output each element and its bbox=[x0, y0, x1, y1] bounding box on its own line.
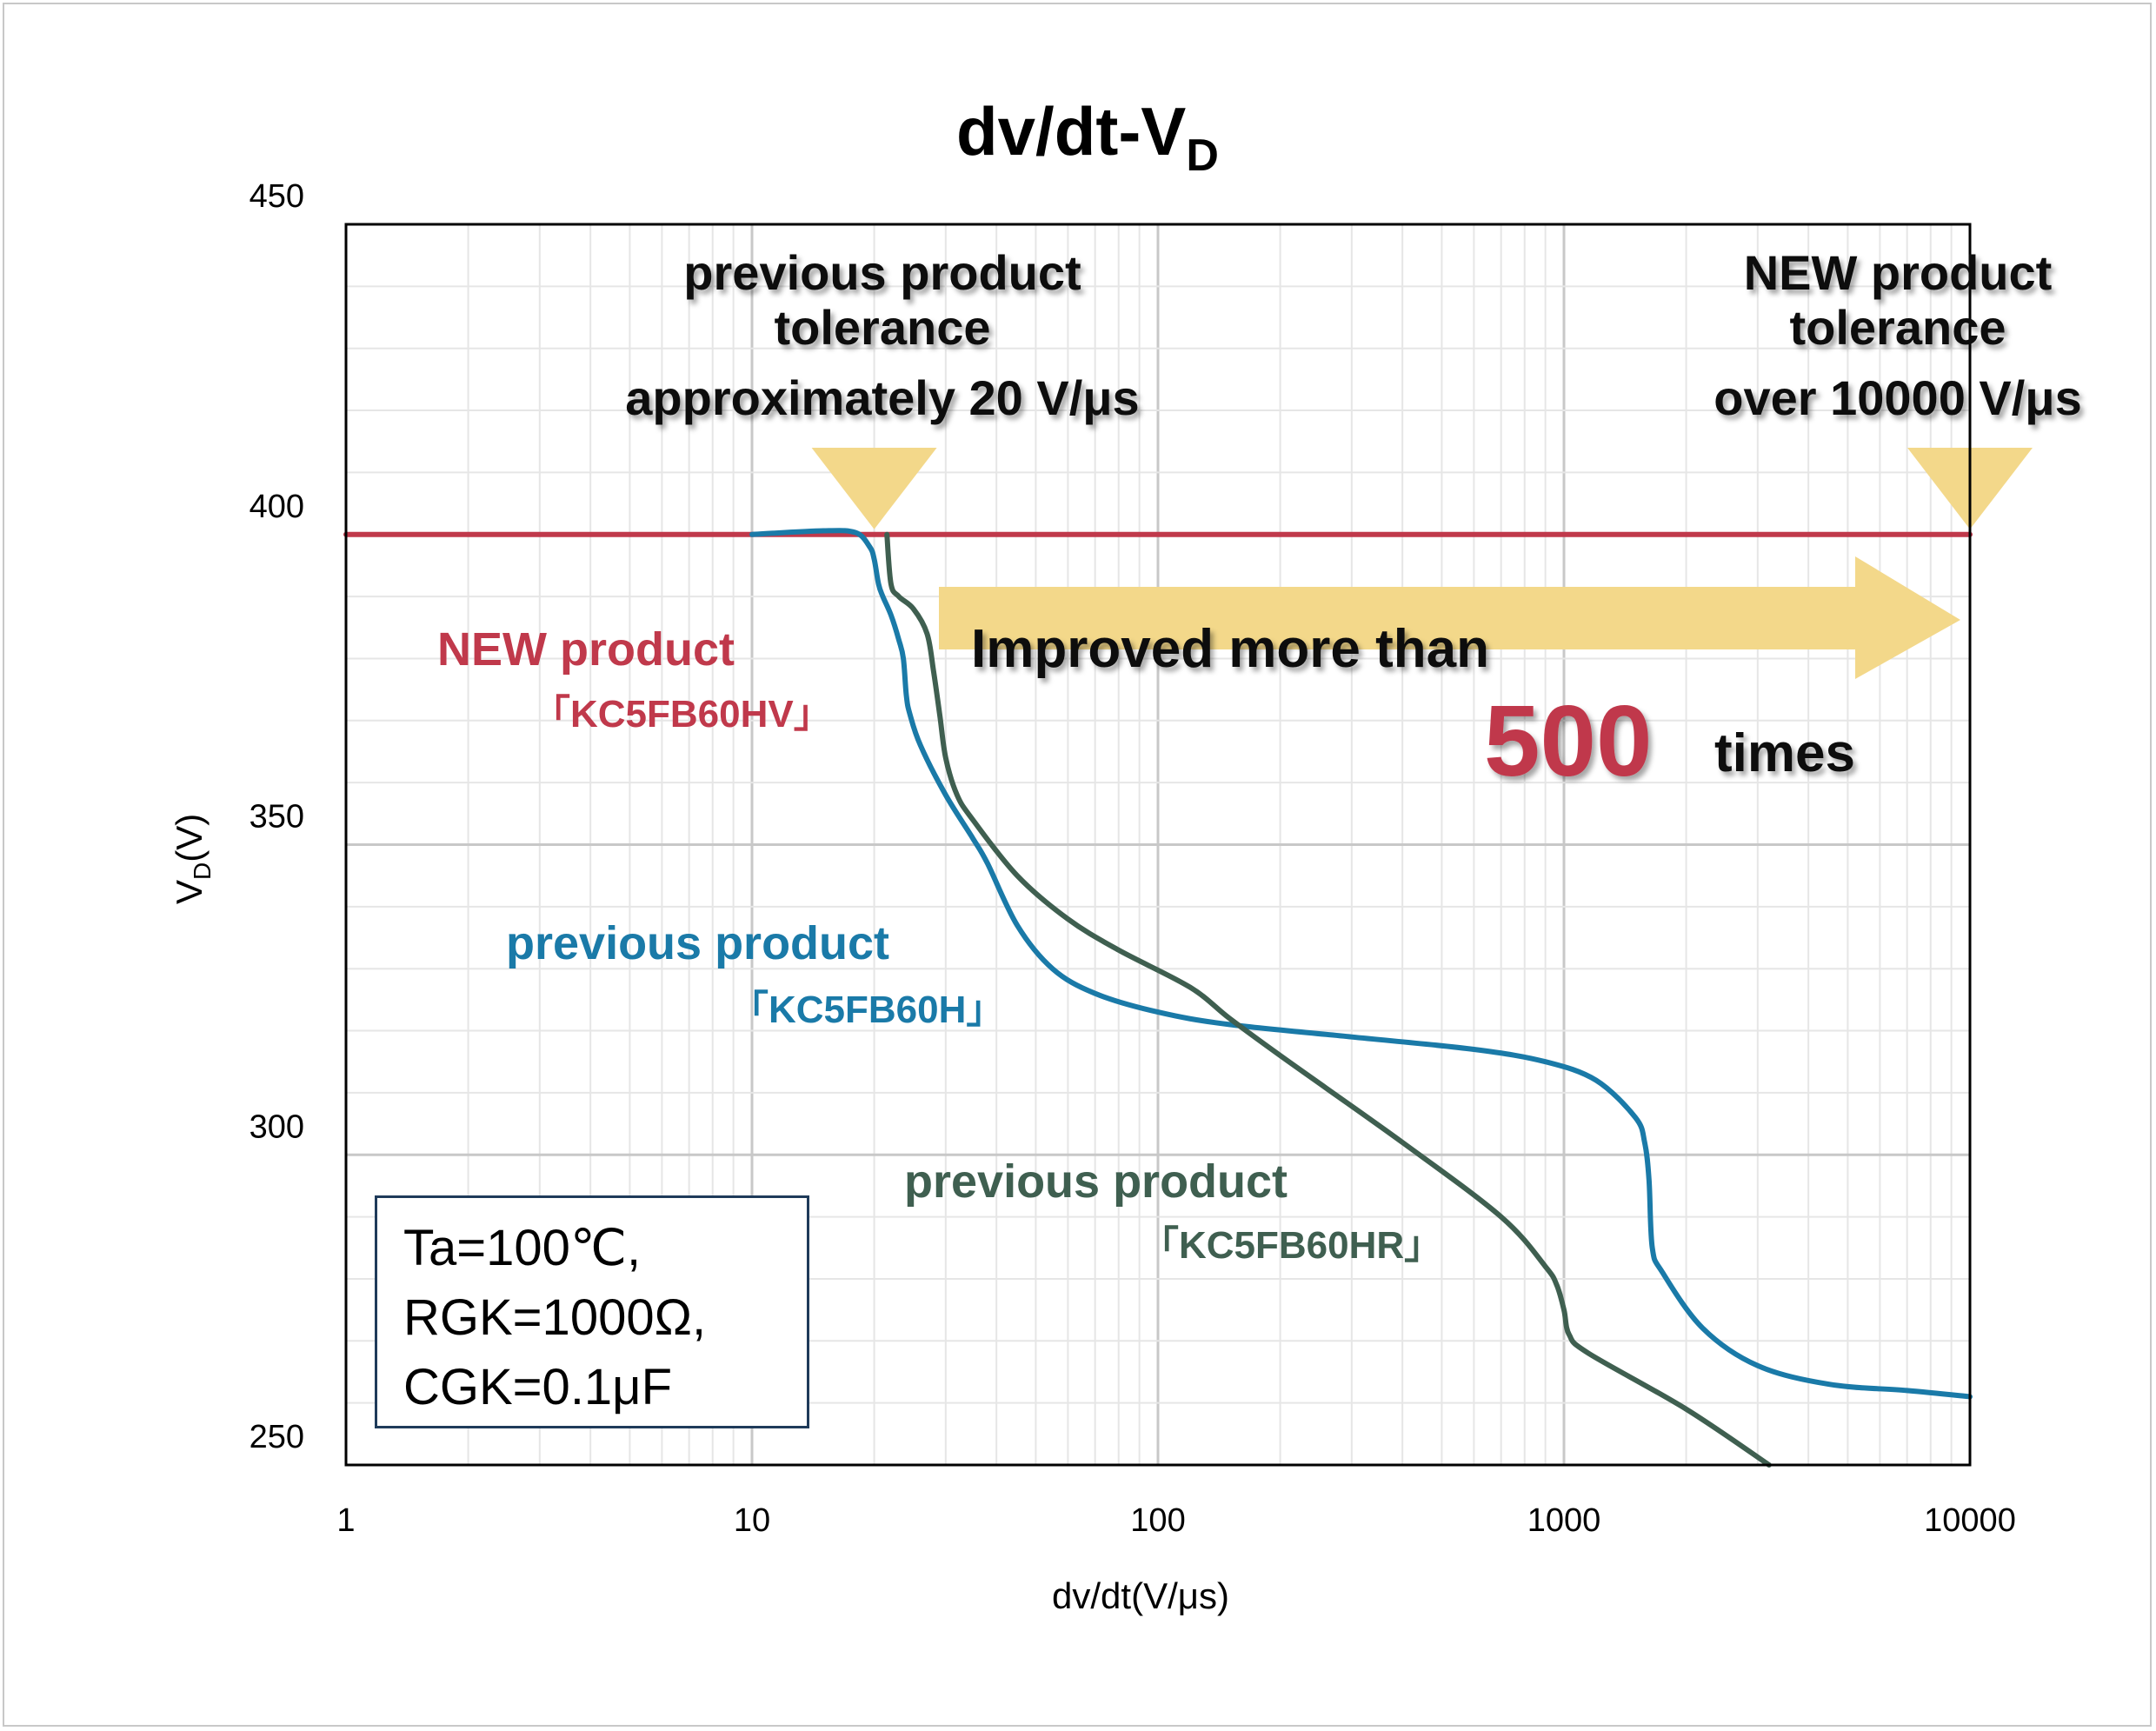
x-tick-label: 10 bbox=[734, 1502, 770, 1539]
x-tick-label: 100 bbox=[1130, 1502, 1185, 1539]
prev-hr-model: 「KC5FB60HR」 bbox=[1141, 1224, 1442, 1267]
conditions-box: Ta=100℃, RGK=1000Ω, CGK=0.1μF bbox=[375, 1195, 809, 1428]
prev-tolerance-line2: tolerance bbox=[775, 300, 991, 355]
y-tick-label: 300 bbox=[250, 1109, 304, 1145]
plot-area bbox=[344, 223, 1972, 1467]
prev-hr-label: previous product bbox=[904, 1155, 1288, 1208]
previous-tolerance-marker bbox=[811, 448, 937, 529]
multiplier-500: 500 bbox=[1484, 684, 1653, 797]
times-text: times bbox=[1714, 723, 1855, 783]
y-tick-label: 400 bbox=[250, 489, 304, 525]
series-prev-kc5fb60hr bbox=[884, 531, 1772, 1468]
new-tolerance-line1: NEW product bbox=[1744, 245, 2053, 300]
prev-h-model: 「KC5FB60H」 bbox=[730, 989, 1004, 1031]
chart-title: dv/dt-VD bbox=[956, 93, 1219, 181]
x-tick-label: 1000 bbox=[1527, 1502, 1601, 1539]
improvement-arrow bbox=[939, 556, 1960, 679]
prev-tolerance-line3: approximately 20 V/μs bbox=[625, 370, 1139, 425]
y-tick-label: 250 bbox=[250, 1419, 304, 1455]
condition-rgk: RGK=1000Ω, bbox=[403, 1289, 707, 1346]
x-axis-label: dv/dt(V/μs) bbox=[1052, 1575, 1229, 1616]
chart-frame bbox=[3, 3, 2152, 1727]
new-tolerance-line3: over 10000 V/μs bbox=[1713, 370, 2081, 425]
x-tick-label: 1 bbox=[336, 1502, 355, 1539]
new-product-label: NEW product bbox=[437, 623, 735, 676]
prev-h-label: previous product bbox=[506, 917, 889, 969]
prev-tolerance-line1: previous product bbox=[683, 245, 1081, 300]
series-prev-kc5fb60h bbox=[749, 528, 1973, 1400]
y-tick-label: 450 bbox=[250, 178, 304, 215]
improved-text: Improved more than bbox=[971, 619, 1489, 679]
y-axis-label: VD(V) bbox=[169, 814, 216, 904]
new-product-model: 「KC5FB60HV」 bbox=[532, 693, 832, 736]
condition-cgk: CGK=0.1μF bbox=[403, 1359, 673, 1415]
y-tick-label: 350 bbox=[250, 799, 304, 836]
condition-ta: Ta=100℃, bbox=[403, 1220, 642, 1276]
x-tick-label: 10000 bbox=[1924, 1502, 2016, 1539]
series-layer bbox=[343, 528, 1973, 1468]
axis-ticks: 1 10 100 1000 10000 250 300 350 400 450 bbox=[250, 178, 2016, 1539]
new-tolerance-line2: tolerance bbox=[1790, 300, 2006, 355]
